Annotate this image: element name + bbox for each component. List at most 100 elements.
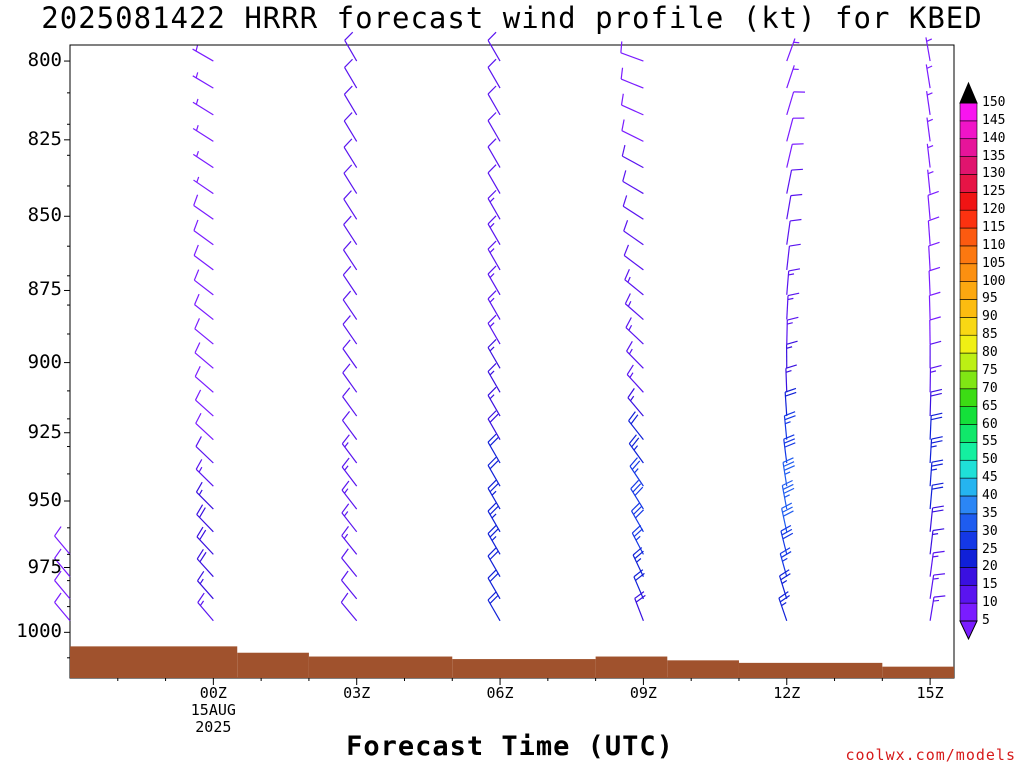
y-tick-label-925: 925 (27, 420, 62, 443)
barb-full-feather (781, 528, 793, 536)
barb-full-feather (340, 570, 349, 581)
barb-half-feather (343, 511, 349, 517)
colorbar-label-60: 60 (982, 416, 998, 432)
wind-barb (54, 592, 71, 622)
barb-full-feather (630, 479, 639, 490)
chart-title: 2025081422 HRRR forecast wind profile (k… (41, 1, 983, 35)
barb-full-feather (489, 483, 499, 493)
colorbar-label-120: 120 (982, 202, 1006, 218)
barb-full-feather (54, 592, 62, 603)
barb-full-feather (779, 569, 790, 577)
barb-staff (54, 602, 71, 622)
barb-full-feather (625, 317, 632, 328)
wind-barb (926, 91, 933, 115)
barb-staff (194, 328, 214, 345)
colorbar-bin-70 (959, 370, 978, 390)
barb-half-feather (636, 558, 642, 563)
wind-barb (487, 338, 501, 369)
barb-staff (193, 230, 214, 246)
wind-barb (786, 38, 800, 62)
barb-staff (341, 512, 358, 533)
colorbar-label-145: 145 (982, 112, 1006, 128)
wind-barb (344, 31, 358, 62)
colorbar-bin-120 (959, 192, 978, 211)
colorbar-label-40: 40 (982, 487, 998, 503)
wind-barb (192, 45, 214, 62)
barb-full-feather (342, 387, 351, 398)
wind-barb (342, 265, 358, 296)
barb-staff (622, 205, 644, 220)
barb-full-feather (343, 240, 352, 251)
barb-column-2 (340, 31, 358, 622)
barb-full-feather (487, 569, 497, 579)
wind-barb (786, 292, 800, 320)
wind-barb (487, 31, 501, 62)
barb-half-feather (195, 98, 199, 105)
wind-barb (929, 482, 944, 510)
barb-full-feather (343, 112, 353, 122)
wind-barb (487, 290, 501, 320)
barb-full-feather (340, 592, 349, 603)
wind-barb (194, 342, 214, 369)
wind-barb (343, 190, 358, 220)
wind-barb (622, 195, 644, 220)
wind-barb (341, 480, 358, 510)
barb-full-feather (487, 85, 497, 95)
barb-full-feather (628, 411, 636, 422)
barb-full-feather (786, 340, 798, 345)
barb-staff (783, 415, 788, 440)
barb-staff (927, 195, 931, 220)
wind-barb (929, 595, 946, 621)
barb-full-feather (344, 58, 353, 68)
barb-full-feather (633, 505, 643, 515)
barb-half-feather (784, 471, 791, 475)
colorbar-bin-65 (959, 388, 978, 407)
wind-barb (621, 144, 644, 169)
barb-half-feather (489, 248, 495, 254)
credit-link[interactable]: coolwx.com/models (845, 746, 1016, 764)
wind-barb (192, 72, 214, 89)
wind-barb (929, 459, 944, 487)
barb-staff (195, 399, 214, 417)
barb-half-feather (785, 370, 792, 373)
barb-half-feather (196, 176, 200, 183)
barb-half-feather (489, 273, 495, 278)
barb-staff (928, 295, 931, 320)
barb-full-feather (487, 338, 497, 348)
barb-full-feather (489, 594, 499, 604)
colorbar-label-65: 65 (982, 398, 998, 414)
wind-barb (342, 290, 358, 320)
wind-barb (341, 411, 358, 441)
barb-full-feather (342, 290, 352, 301)
barb-half-feather (198, 489, 203, 496)
barb-full-feather (782, 506, 793, 513)
colorbar-bin-140 (959, 120, 978, 140)
wind-barb (193, 176, 214, 195)
wind-barb (54, 526, 71, 555)
barb-full-feather (790, 193, 803, 197)
colorbar-bin-5 (959, 602, 978, 622)
wind-barb (487, 314, 501, 345)
barb-staff (622, 180, 644, 195)
y-tick-label-950: 950 (27, 489, 62, 511)
barb-full-feather (624, 269, 630, 280)
wind-barb (929, 436, 943, 464)
colorbar-label-45: 45 (982, 470, 998, 486)
y-tick-label-850: 850 (27, 204, 62, 227)
barb-half-feather (344, 465, 349, 471)
barb-full-feather (626, 364, 634, 375)
colorbar-bin-130 (959, 156, 978, 175)
colorbar-bin-55 (959, 424, 978, 443)
barb-half-feather (930, 445, 937, 448)
barb-full-feather (487, 386, 497, 396)
wind-barb (341, 548, 358, 578)
x-tick-label-line: 06Z (486, 684, 514, 702)
barb-full-feather (487, 164, 497, 174)
barb-full-feather (635, 594, 646, 603)
barb-full-feather (54, 526, 62, 537)
barb-full-feather (782, 479, 793, 487)
wind-barb (195, 412, 214, 441)
barb-full-feather (343, 85, 353, 95)
barb-full-feather (487, 525, 497, 534)
barb-full-feather (620, 41, 623, 53)
